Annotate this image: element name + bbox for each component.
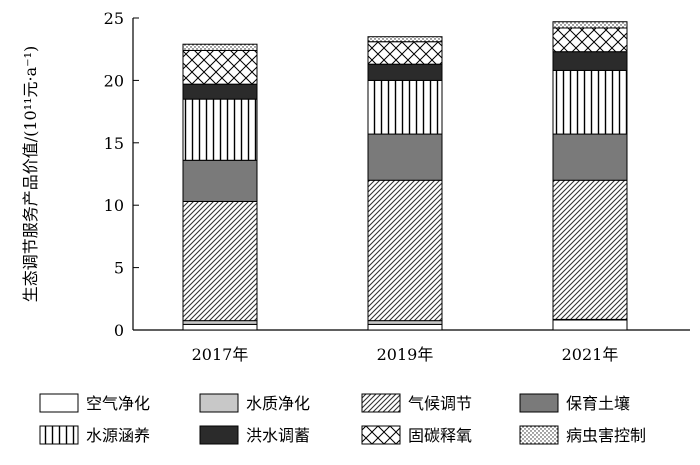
legend-label: 水质净化	[246, 394, 310, 413]
legend-swatch	[39, 393, 79, 413]
bar-segment-1-3	[552, 319, 628, 331]
bar-segment-7-3	[552, 27, 628, 53]
legend-label: 洪水调蓄	[246, 426, 310, 445]
legend-label: 病虫害控制	[566, 426, 646, 445]
y-tick-label: 25	[104, 9, 124, 28]
legend-label: 固碳释氧	[408, 426, 472, 445]
bar-segment-7-2	[367, 41, 443, 65]
bar-segment-3-2	[367, 179, 443, 322]
legend-swatch	[361, 425, 401, 445]
x-tick-labels: 2017年 2019年 2021年	[192, 345, 619, 364]
bar-segment-5-2	[367, 79, 443, 135]
legend-label: 空气净化	[86, 394, 150, 413]
y-axis-label-text: 生态调节服务产品价值/(10¹¹元·a⁻¹)	[21, 46, 40, 303]
bar-segment-5-3	[552, 69, 628, 135]
bar-segment-7-1	[182, 49, 258, 85]
x-tick-label: 2019年	[377, 345, 434, 364]
y-tick-label: 0	[114, 321, 124, 340]
y-tick-label: 5	[114, 259, 124, 278]
legend-swatch	[519, 425, 559, 445]
legend-swatch	[199, 425, 239, 445]
legend-swatch	[361, 393, 401, 413]
bars	[182, 21, 628, 331]
y-tick-label: 20	[104, 71, 124, 90]
bar-segment-6-1	[182, 83, 258, 100]
legend-label: 保育土壤	[566, 394, 630, 413]
bar-segment-4-2	[367, 133, 443, 181]
bar-segment-4-1	[182, 159, 258, 202]
bar-segment-3-1	[182, 200, 258, 322]
legend-swatch	[199, 393, 239, 413]
bar-segment-1-1	[182, 323, 258, 331]
y-axis-label: 生态调节服务产品价值/(10¹¹元·a⁻¹)	[21, 46, 40, 303]
bar-segment-5-1	[182, 98, 258, 161]
legend-swatch	[39, 425, 79, 445]
bar-segment-2-2	[367, 320, 443, 325]
bar-segment-2-1	[182, 320, 258, 325]
bar-segment-6-2	[367, 63, 443, 81]
legend-swatch	[519, 393, 559, 413]
bar-segment-8-3	[552, 21, 628, 29]
bar-segment-4-3	[552, 133, 628, 181]
legend-label: 水源涵养	[86, 426, 150, 445]
y-tick-label: 10	[104, 196, 124, 215]
y-tick-label: 15	[104, 134, 124, 153]
x-tick-label: 2021年	[562, 345, 619, 364]
bar-segment-8-2	[367, 36, 443, 43]
bar-segment-3-3	[552, 179, 628, 320]
bar-segment-8-1	[182, 43, 258, 51]
bar-segment-6-3	[552, 51, 628, 71]
x-tick-label: 2017年	[192, 345, 249, 364]
legend-label: 气候调节	[408, 394, 472, 413]
bar-segment-1-2	[367, 323, 443, 331]
